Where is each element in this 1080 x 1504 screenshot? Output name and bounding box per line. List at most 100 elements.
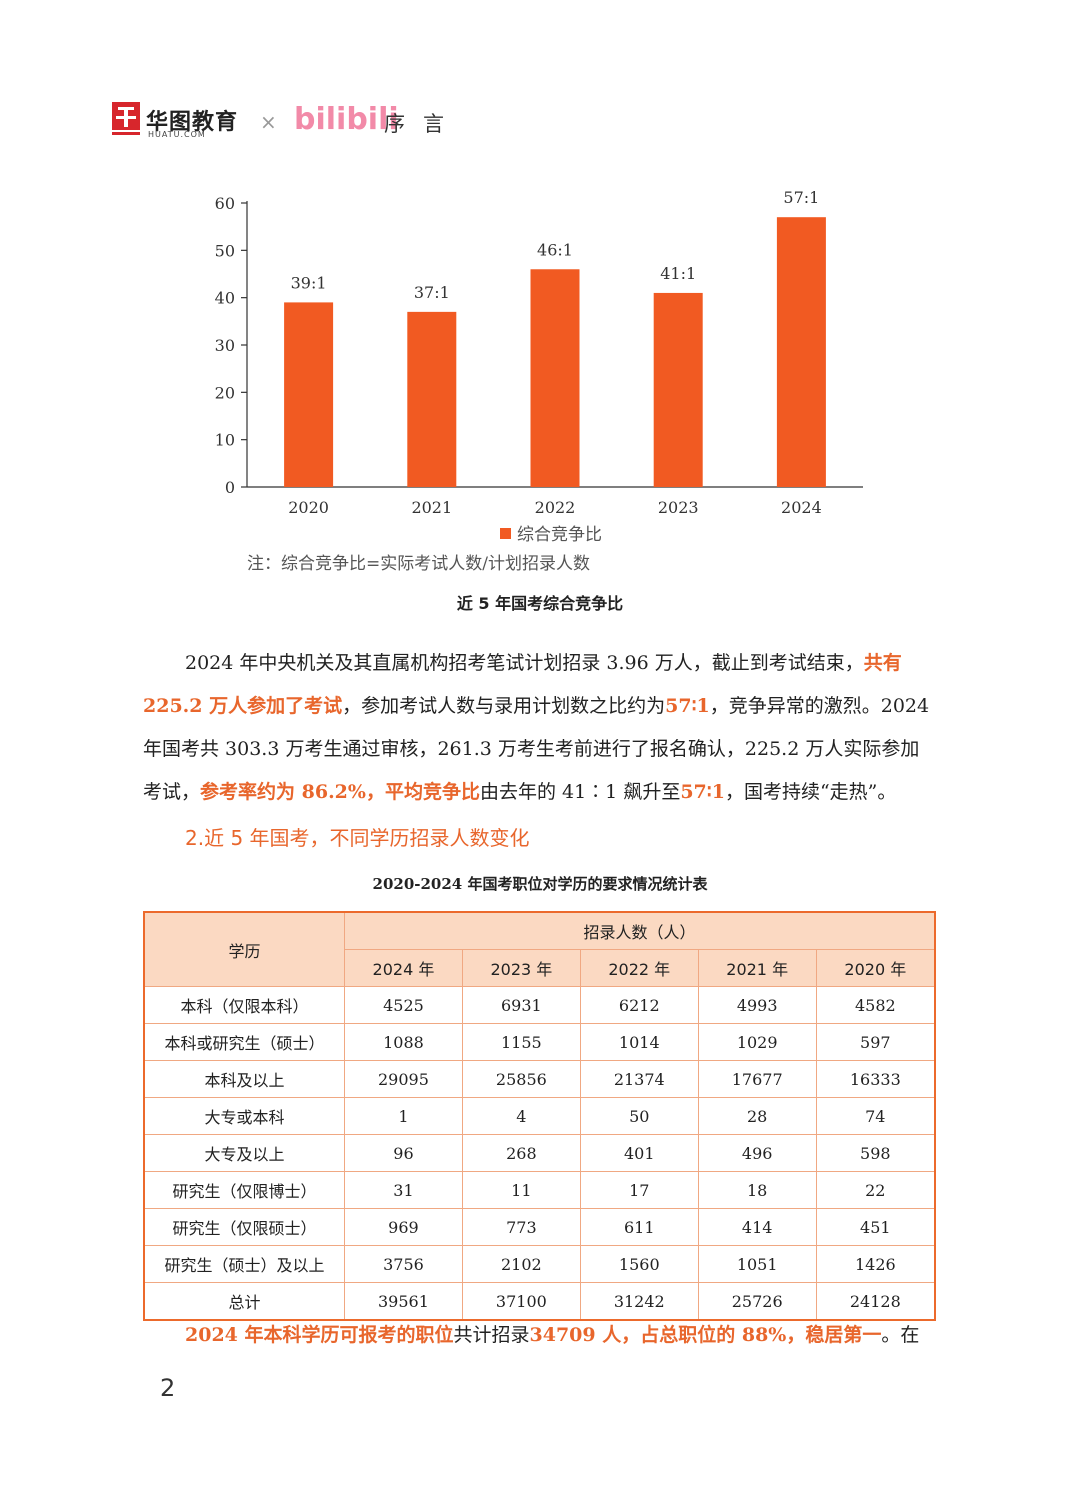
para1-text-3: ，竞争异常的激烈。2024 年国考共 303.3 万考生通过审核，261.3 万… [143, 695, 930, 803]
y-tick-label: 30 [215, 336, 235, 355]
bar-data-label: 57:1 [783, 188, 819, 207]
header-year: 2021 年 [697, 949, 817, 987]
table-row: 本科及以上 29095 25856 21374 17677 16333 [143, 1060, 936, 1098]
table-cell: 4 [461, 1097, 581, 1135]
table-cell: 1560 [579, 1245, 699, 1283]
para1-highlight-1: 共有 225.2 万人参加了考试 [143, 652, 902, 717]
table-row: 研究生（硕士）及以上 3756 2102 1560 1051 1426 [143, 1245, 936, 1283]
row-label: 大专或本科 [143, 1097, 345, 1135]
section-title: 序言 [384, 112, 462, 136]
y-tick-label: 10 [215, 431, 235, 450]
cross-mark: × [260, 110, 277, 134]
table-cell: 2102 [461, 1245, 581, 1283]
paragraph-1: 2024 年中央机关及其直属机构招考笔试计划招录 3.96 万人，截止到考试结束… [143, 642, 938, 814]
competition-ratio-chart: 0 10 20 30 40 50 60 39:1 2020 37:1 2021 46:1 2022 41:… [195, 180, 885, 570]
paragraph-2: 2024 年本科学历可报考的职位共计招录34709 人，占总职位的 88%，稳居… [185, 1314, 945, 1357]
table-cell: 21374 [579, 1060, 699, 1098]
bar [407, 311, 457, 487]
header-recruit-count: 招录人数（人） [344, 911, 936, 950]
table-cell: 4525 [344, 986, 463, 1024]
row-label: 本科（仅限本科） [143, 986, 345, 1024]
section-2-title: 2.近 5 年国考，不同学历招录人数变化 [185, 826, 530, 850]
table-cell: 28 [697, 1097, 817, 1135]
chart-note: 注：综合竞争比=实际考试人数/计划招录人数 [247, 554, 590, 574]
table-row: 大专及以上 96 268 401 496 598 [143, 1134, 936, 1172]
table-cell: 1014 [579, 1023, 699, 1061]
table-cell: 496 [697, 1134, 817, 1172]
row-label: 研究生（仅限硕士） [143, 1208, 345, 1246]
table-cell: 268 [461, 1134, 581, 1172]
bar-data-label: 39:1 [291, 273, 327, 292]
table-row: 大专或本科 1 4 50 28 74 [143, 1097, 936, 1135]
table-cell: 401 [579, 1134, 699, 1172]
table-cell: 29095 [344, 1060, 463, 1098]
table-cell: 1029 [697, 1023, 817, 1061]
table-cell: 6212 [579, 986, 699, 1024]
table-cell: 969 [344, 1208, 463, 1246]
bar [776, 217, 826, 487]
bilibili-logo: bilibili [294, 102, 399, 137]
y-tick-label: 50 [215, 241, 235, 260]
para2-highlight-2: 34709 人，占总职位的 88%，稳居第一 [529, 1324, 882, 1346]
chart-caption: 近 5 年国考综合竞争比 [456, 594, 624, 613]
x-tick-label: 2024 [781, 498, 822, 517]
table-cell: 74 [815, 1097, 936, 1135]
table-cell: 1 [344, 1097, 463, 1135]
table-cell: 4993 [697, 986, 817, 1024]
table-cell: 17 [579, 1171, 699, 1209]
table-cell: 1426 [815, 1245, 936, 1283]
table-cell: 1155 [461, 1023, 581, 1061]
bar-data-label: 46:1 [537, 240, 573, 259]
bar-data-label: 41:1 [660, 264, 696, 283]
table-cell: 597 [815, 1023, 936, 1061]
row-label: 本科及以上 [143, 1060, 345, 1098]
table-cell: 4582 [815, 986, 936, 1024]
x-tick-label: 2020 [288, 498, 329, 517]
y-tick-label: 0 [225, 478, 235, 497]
para1-text-2: ，参加考试人数与录用计划数之比约为 [342, 695, 666, 717]
legend-label: 综合竞争比 [517, 525, 602, 545]
table-cell: 37100 [461, 1282, 581, 1321]
para2-text-1: 共计招录 [453, 1324, 530, 1346]
y-tick-label: 20 [215, 383, 235, 402]
chart-svg: 0 10 20 30 40 50 60 39:1 2020 37:1 2021 46:1 2022 41:… [215, 188, 863, 517]
row-label: 研究生（仅限博士） [143, 1171, 345, 1209]
huatu-logo-sub: HUATU.COM [148, 130, 206, 139]
para1-highlight-4: 57∶1 [680, 781, 725, 803]
table-cell: 773 [461, 1208, 581, 1246]
legend-swatch [500, 528, 511, 539]
bar [653, 292, 703, 487]
x-tick-label: 2023 [658, 498, 699, 517]
para1-text-1: 2024 年中央机关及其直属机构招考笔试计划招录 3.96 万人，截止到考试结束… [185, 652, 864, 674]
y-tick-label: 40 [215, 289, 235, 308]
table-cell: 25726 [697, 1282, 817, 1321]
page-header: 华图教育 HUATU.COM × bilibili 序言 [112, 102, 512, 142]
para1-highlight-2: 57∶1 [665, 695, 710, 717]
table-cell: 31242 [579, 1282, 699, 1321]
row-label: 大专及以上 [143, 1134, 345, 1172]
table-caption: 2020-2024 年国考职位对学历的要求情况统计表 [372, 875, 708, 893]
table-row: 本科（仅限本科） 4525 6931 6212 4993 4582 [143, 986, 936, 1024]
header-year: 2020 年 [815, 949, 936, 987]
table-row: 本科或研究生（硕士） 1088 1155 1014 1029 597 [143, 1023, 936, 1061]
para2-text-2: 。在 [881, 1324, 920, 1346]
para2-highlight-1: 2024 年本科学历可报考的职位 [185, 1324, 454, 1346]
para1-text-5: ，国考持续“走热”。 [724, 781, 897, 803]
header-year: 2024 年 [344, 949, 463, 987]
header-education: 学历 [143, 911, 345, 987]
chart-legend: 综合竞争比 [500, 520, 602, 545]
table-cell: 22 [815, 1171, 936, 1209]
row-label: 研究生（硕士）及以上 [143, 1245, 345, 1283]
header-year: 2022 年 [579, 949, 699, 987]
y-tick-label: 60 [215, 194, 235, 213]
table-cell: 24128 [815, 1282, 936, 1321]
table-cell: 451 [815, 1208, 936, 1246]
bar [284, 302, 334, 487]
table-cell: 11 [461, 1171, 581, 1209]
page-number: 2 [160, 1374, 176, 1402]
table-cell: 31 [344, 1171, 463, 1209]
para1-text-4: 由去年的 41∶1 飙升至 [479, 781, 681, 803]
bar-data-label: 37:1 [414, 283, 450, 302]
huatu-logo-text: 华图教育 [146, 110, 239, 135]
table-cell: 50 [579, 1097, 699, 1135]
